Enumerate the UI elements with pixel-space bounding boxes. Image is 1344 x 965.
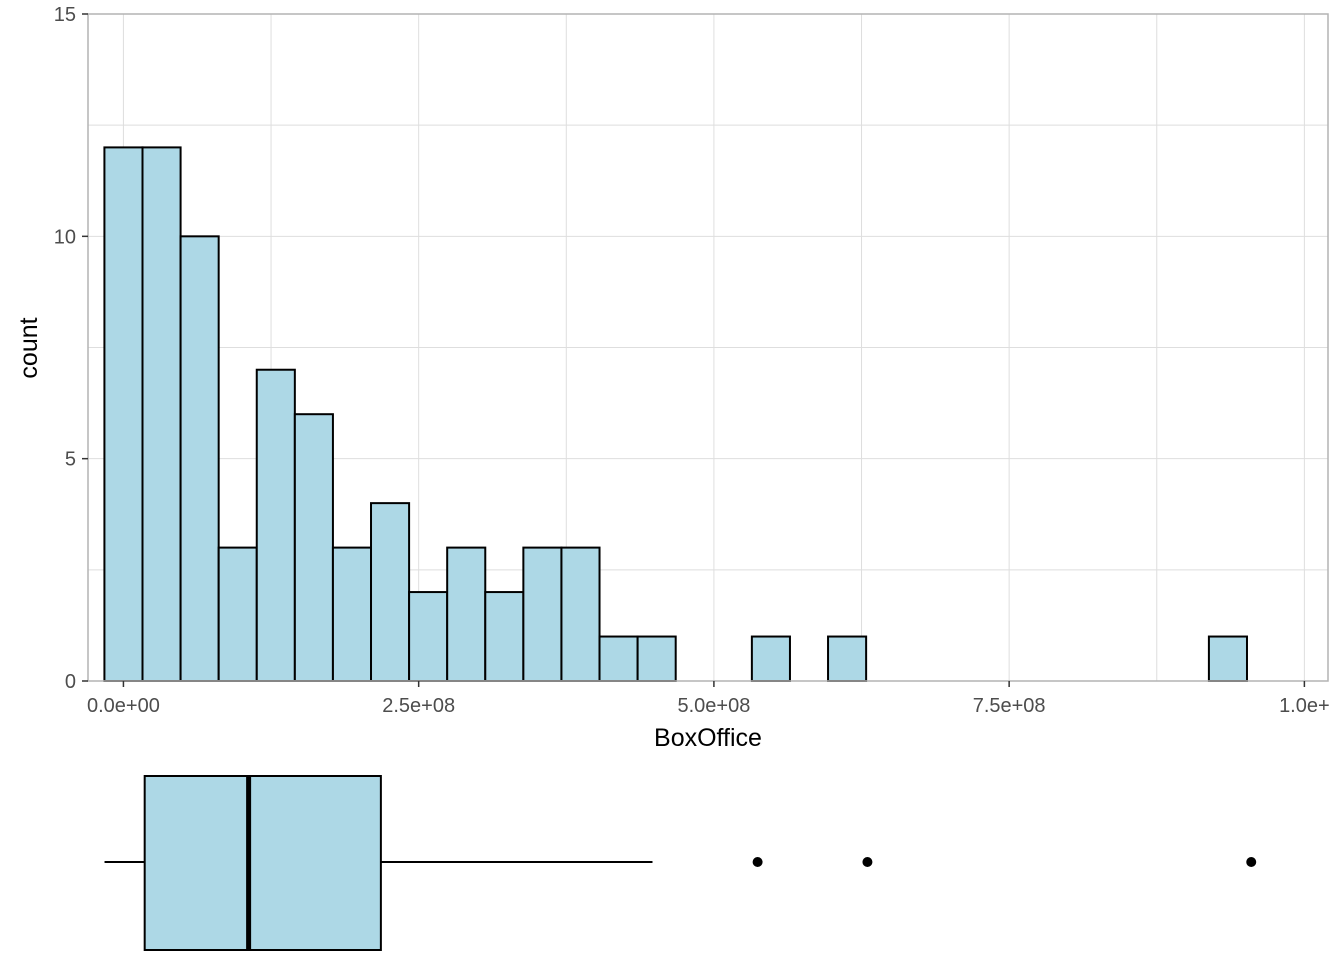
histogram-bar-6: [331, 546, 373, 682]
x-tick-label: 2.5e+08: [382, 695, 455, 717]
histogram-panel-frame: [87, 13, 1329, 682]
y-tick-label: 15: [54, 4, 76, 26]
x-axis: 0.0e+00 2.5e+08 5.0e+08 7.5e+08 1.0e+: [87, 681, 1330, 717]
histogram-gridlines: [88, 13, 1328, 682]
y-tick-label: 5: [65, 449, 76, 471]
histogram-bar-9: [446, 546, 487, 682]
histogram-bar-29: [1207, 635, 1248, 682]
y-axis-title: count: [15, 317, 43, 378]
histogram-bar-7: [370, 502, 411, 682]
boxplot-outlier-point-2: [1246, 857, 1257, 867]
histogram-bar-5: [293, 413, 334, 682]
x-tick-label: 0.0e+00: [87, 695, 160, 717]
panel-border: [87, 13, 1329, 682]
histogram-bar-8: [408, 591, 449, 682]
histogram-bar-4: [255, 368, 296, 682]
boxplot: [104, 775, 1257, 951]
histogram-bar-19: [827, 635, 868, 682]
histogram-bar-2: [179, 235, 220, 682]
histogram-bar-17: [750, 635, 791, 682]
y-axis: 0 5 10 15: [54, 4, 88, 693]
boxplot-box: [143, 775, 382, 951]
histogram-bar-14: [636, 635, 677, 682]
x-tick-label: 5.0e+08: [677, 695, 750, 717]
x-tick-label: 1.0e+: [1279, 695, 1330, 717]
histogram-bar-1: [141, 146, 182, 682]
histogram-bar-0: [103, 146, 144, 682]
histogram-bar-13: [598, 635, 639, 682]
y-tick-label: 0: [65, 671, 76, 693]
histogram-bars: [103, 146, 1248, 682]
histogram-bar-3: [217, 546, 258, 682]
x-tick-label: 7.5e+08: [973, 695, 1046, 717]
boxplot-outlier-point-0: [752, 857, 763, 867]
y-tick-label: 10: [54, 226, 76, 248]
x-axis-title: BoxOffice: [654, 724, 762, 752]
histogram-bar-10: [484, 591, 525, 682]
histogram-bar-12: [560, 546, 601, 682]
boxplot-outlier-point-1: [862, 857, 873, 867]
histogram-bar-11: [522, 546, 563, 682]
